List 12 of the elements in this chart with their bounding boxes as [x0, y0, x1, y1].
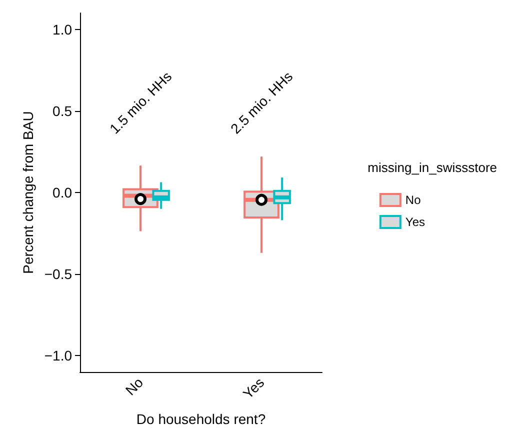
legend-label: No: [405, 193, 422, 207]
y-tick-label: −0.5: [44, 266, 72, 282]
x-axis-title: Do households rent?: [136, 411, 266, 427]
y-tick-label: 1.0: [52, 21, 72, 38]
annotation: 2.5 mio. HHs: [227, 68, 296, 137]
y-tick-label: −1.0: [44, 348, 72, 364]
legend-label: Yes: [405, 215, 425, 229]
y-axis-title: Percent change from BAU: [20, 111, 36, 274]
y-tick-label: 0.0: [52, 184, 72, 200]
legend-title: missing_in_swissstore: [368, 160, 498, 175]
y-tick-label: 0.5: [52, 102, 72, 119]
annotation: 1.5 mio. HHs: [106, 68, 175, 137]
